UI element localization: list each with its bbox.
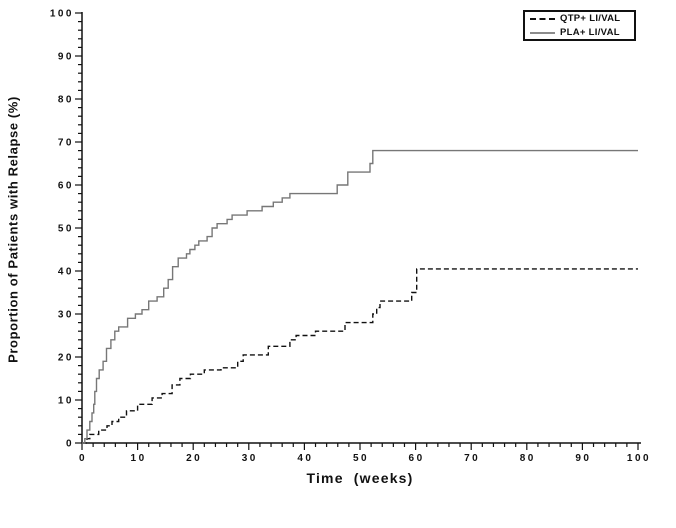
x-axis-title: Time (weeks) xyxy=(306,470,414,486)
series-path-pla xyxy=(82,149,638,444)
legend-label-qtp: QTP+ LI/VAL xyxy=(560,13,621,24)
x-tick-label: 30 xyxy=(242,453,258,464)
solid-line-sample-icon xyxy=(530,31,555,34)
y-tick-label: 80 xyxy=(58,95,74,106)
series-path-qtp xyxy=(82,268,638,444)
x-tick-label: 70 xyxy=(464,453,480,464)
x-tick-label: 60 xyxy=(409,453,425,464)
x-tick-label: 100 xyxy=(627,453,651,464)
y-tick-label: 10 xyxy=(58,396,74,407)
x-tick-label: 90 xyxy=(575,453,591,464)
x-tick-label: 50 xyxy=(353,453,369,464)
x-tick-label: 20 xyxy=(186,453,202,464)
x-tick-label: 0 xyxy=(79,453,87,464)
x-tick-label: 40 xyxy=(297,453,313,464)
y-axis-title: Proportion of Patients with Relapse (%) xyxy=(5,96,21,363)
y-tick-label: 30 xyxy=(58,310,74,321)
legend: QTP+ LI/VAL PLA+ LI/VAL xyxy=(523,10,636,41)
x-tick-label: 10 xyxy=(131,453,147,464)
y-tick-label: 70 xyxy=(58,138,74,149)
x-tick-label: 80 xyxy=(520,453,536,464)
dashed-line-sample-icon xyxy=(530,17,555,20)
y-tick-label: 100 xyxy=(50,9,74,20)
y-tick-label: 60 xyxy=(58,181,74,192)
y-tick-label: 50 xyxy=(58,224,74,235)
y-tick-label: 0 xyxy=(66,439,74,450)
legend-label-pla: PLA+ LI/VAL xyxy=(560,27,620,38)
legend-item-pla: PLA+ LI/VAL xyxy=(525,27,634,38)
y-tick-label: 20 xyxy=(58,353,74,364)
y-tick-label: 40 xyxy=(58,267,74,278)
y-tick-label: 90 xyxy=(58,52,74,63)
legend-item-qtp: QTP+ LI/VAL xyxy=(525,13,634,24)
